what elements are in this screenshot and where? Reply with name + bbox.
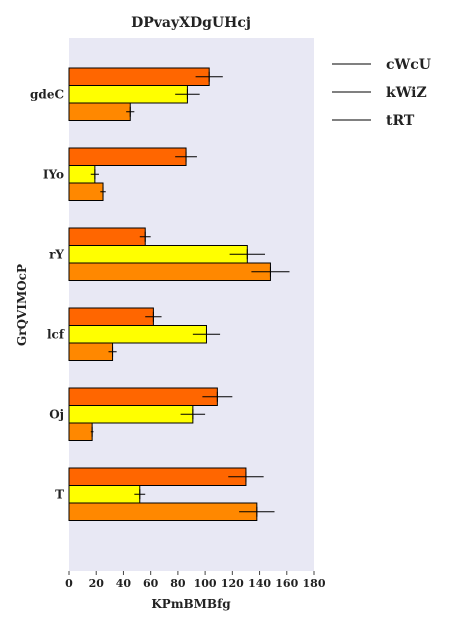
legend-label-cWcU: cWcU [386,57,431,73]
bar-IYo-cWcU [68,147,187,166]
bar-IYo-tRT [68,182,104,201]
x-tick-label: 100 [194,577,217,590]
bars-group [68,67,271,521]
category-label: gdeC [30,87,64,101]
bar-gdeC-kWiZ [68,85,188,104]
legend: cWcU kWiZ tRT [332,57,431,129]
legend-label-kWiZ: kWiZ [386,85,427,101]
x-axis-label: KPmBMBfg [151,597,231,611]
category-label: IYo [43,167,64,181]
bar-gdeC-cWcU [68,67,210,86]
x-tick-label: 60 [143,577,159,590]
x-ticks-group: 0 20 40 60 80 100 120 140 160 180 [65,571,326,590]
x-tick-label: 180 [303,577,326,590]
bar-Oj-tRT [68,422,93,441]
chart-title: DPvayXDgUHcj [131,15,251,31]
x-tick-label: 80 [170,577,186,590]
bar-lcf-tRT [68,342,114,361]
x-tick-label: 20 [89,577,105,590]
x-tick-label: 140 [248,577,271,590]
bar-T-cWcU [68,467,247,486]
category-label: lcf [47,327,65,341]
error-bars-group [90,71,290,517]
bar-rY-kWiZ [68,245,248,264]
category-labels-group: gdeC IYo rY lcf Oj T [30,87,65,501]
category-label: T [55,487,64,501]
bar-rY-tRT [68,262,271,281]
x-tick-label: 40 [116,577,132,590]
bar-rY-cWcU [68,227,146,246]
bar-Oj-cWcU [68,387,218,406]
legend-label-tRT: tRT [386,113,415,129]
x-tick-label: 120 [221,577,244,590]
x-tick-label: 160 [275,577,298,590]
bar-T-kWiZ [68,485,141,504]
bar-T-tRT [68,502,258,521]
category-label: rY [49,247,64,261]
bar-gdeC-tRT [68,102,131,121]
y-axis-label: GrQVIMOcP [15,264,29,346]
bar-lcf-kWiZ [68,325,207,344]
x-tick-label: 0 [65,577,73,590]
bar-lcf-cWcU [68,307,154,326]
category-label: Oj [49,407,64,421]
bar-Oj-kWiZ [68,405,194,424]
